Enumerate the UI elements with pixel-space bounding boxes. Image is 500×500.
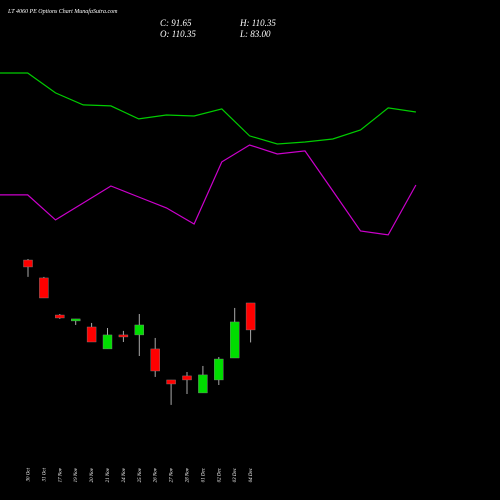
x-tick-label: 04 Dec xyxy=(249,467,254,482)
x-tick-label: 19 Nov xyxy=(74,467,79,482)
x-tick-label: 02 Dec xyxy=(217,467,222,482)
low-label: L: 83.00 xyxy=(239,29,271,39)
candle-body xyxy=(23,259,33,268)
candle-body xyxy=(118,334,129,338)
x-tick-label: 03 Dec xyxy=(233,467,238,482)
indicator-line xyxy=(0,72,416,145)
candle-body xyxy=(245,302,256,331)
candle-body xyxy=(182,375,192,381)
candle-body xyxy=(39,277,49,299)
x-tick-label: 17 Nov xyxy=(58,467,63,482)
candle-body xyxy=(86,326,97,343)
candle-body xyxy=(198,374,208,394)
x-tick-label: 20 Nov xyxy=(90,467,95,482)
x-tick-label: 01 Dec xyxy=(201,467,206,482)
close-label: C: 91.65 xyxy=(160,18,192,28)
candle-body xyxy=(70,318,81,322)
chart-title: LT 4060 PE Options Chart MunafaSutra.com xyxy=(7,8,118,15)
x-tick-label: 28 Nov xyxy=(186,467,191,482)
candle-body xyxy=(214,358,224,381)
x-tick-label: 24 Nov xyxy=(122,467,127,482)
x-tick-label: 31 Oct xyxy=(42,467,47,481)
x-tick-label: 30 Oct xyxy=(27,467,32,481)
candle-body xyxy=(55,314,65,319)
candle-body xyxy=(134,324,145,336)
indicator-line xyxy=(0,144,417,236)
candle-body xyxy=(166,379,176,385)
open-label: O: 110.35 xyxy=(160,29,196,39)
high-label: H: 110.35 xyxy=(239,18,276,28)
x-tick-label: 26 Nov xyxy=(154,467,159,482)
candle-body xyxy=(229,321,240,359)
x-tick-label: 21 Nov xyxy=(106,467,111,482)
candle-body xyxy=(102,334,113,350)
x-tick-label: 27 Nov xyxy=(170,467,175,482)
x-tick-label: 25 Nov xyxy=(138,467,143,482)
candle-body xyxy=(150,348,160,372)
